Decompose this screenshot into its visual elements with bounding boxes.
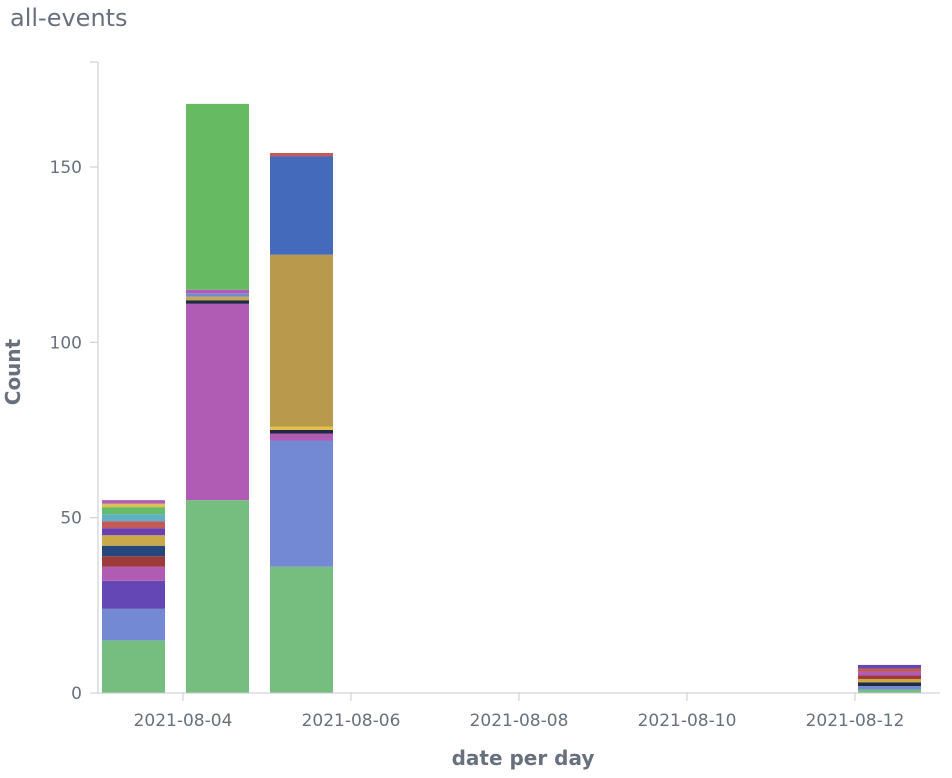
bar-segment[interactable] xyxy=(858,664,921,669)
bar-segment[interactable] xyxy=(186,289,249,294)
bar-segment[interactable] xyxy=(858,685,921,690)
bar-segment[interactable] xyxy=(186,103,249,290)
bar-segment[interactable] xyxy=(102,514,165,522)
bar-segment[interactable] xyxy=(102,503,165,508)
bar-segment[interactable] xyxy=(102,640,165,693)
bar-segment[interactable] xyxy=(270,254,333,427)
bar-segment[interactable] xyxy=(102,545,165,557)
bar-segment[interactable] xyxy=(270,152,333,157)
axes-layer: 0 50 100 150 2021-08-04 2021-08-06 2021-08-08 2… xyxy=(50,61,940,731)
bar-segment[interactable] xyxy=(186,300,249,304)
bar-segment[interactable] xyxy=(186,500,249,693)
bar-segment[interactable] xyxy=(102,528,165,536)
y-tick-label: 150 xyxy=(50,158,82,178)
bar-segment[interactable] xyxy=(102,556,165,567)
bar-segment[interactable] xyxy=(270,433,333,441)
x-tick-label: 2021-08-12 xyxy=(806,711,905,731)
chart-title: all-events xyxy=(10,4,128,32)
bar-segment[interactable] xyxy=(186,293,249,297)
x-tick-label: 2021-08-04 xyxy=(134,711,233,731)
bar-segment[interactable] xyxy=(270,566,333,693)
bar-segment[interactable] xyxy=(270,430,333,434)
bar-segment[interactable] xyxy=(102,608,165,641)
y-tick-label: 0 xyxy=(71,684,82,704)
x-tick-label: 2021-08-10 xyxy=(638,711,737,731)
bar-segment[interactable] xyxy=(270,156,333,255)
x-tick-label: 2021-08-06 xyxy=(302,711,401,731)
bar-segment[interactable] xyxy=(858,668,921,672)
bar-segment[interactable] xyxy=(186,296,249,301)
y-axis-title: Count xyxy=(1,338,25,405)
bars-layer xyxy=(102,103,921,693)
bar-stack[interactable] xyxy=(858,664,921,693)
y-tick-label: 100 xyxy=(50,333,82,353)
bar-segment[interactable] xyxy=(102,521,165,529)
bar-segment[interactable] xyxy=(102,507,165,515)
bar-segment[interactable] xyxy=(186,303,249,501)
bar-segment[interactable] xyxy=(102,500,165,504)
y-tick-label: 50 xyxy=(60,509,82,529)
bar-segment[interactable] xyxy=(270,440,333,567)
bar-stack[interactable] xyxy=(102,500,165,693)
bar-segment[interactable] xyxy=(102,566,165,581)
bar-segment[interactable] xyxy=(858,678,921,683)
bar-stack[interactable] xyxy=(270,152,333,693)
bar-segment[interactable] xyxy=(858,689,921,693)
bar-stack[interactable] xyxy=(186,103,249,693)
x-axis-title: date per day xyxy=(452,746,595,770)
x-tick-label: 2021-08-08 xyxy=(470,711,569,731)
bar-segment[interactable] xyxy=(102,535,165,546)
bar-segment[interactable] xyxy=(858,671,921,676)
bar-segment[interactable] xyxy=(102,580,165,609)
bar-segment[interactable] xyxy=(858,682,921,686)
bar-segment[interactable] xyxy=(270,426,333,430)
bar-segment[interactable] xyxy=(858,675,921,679)
